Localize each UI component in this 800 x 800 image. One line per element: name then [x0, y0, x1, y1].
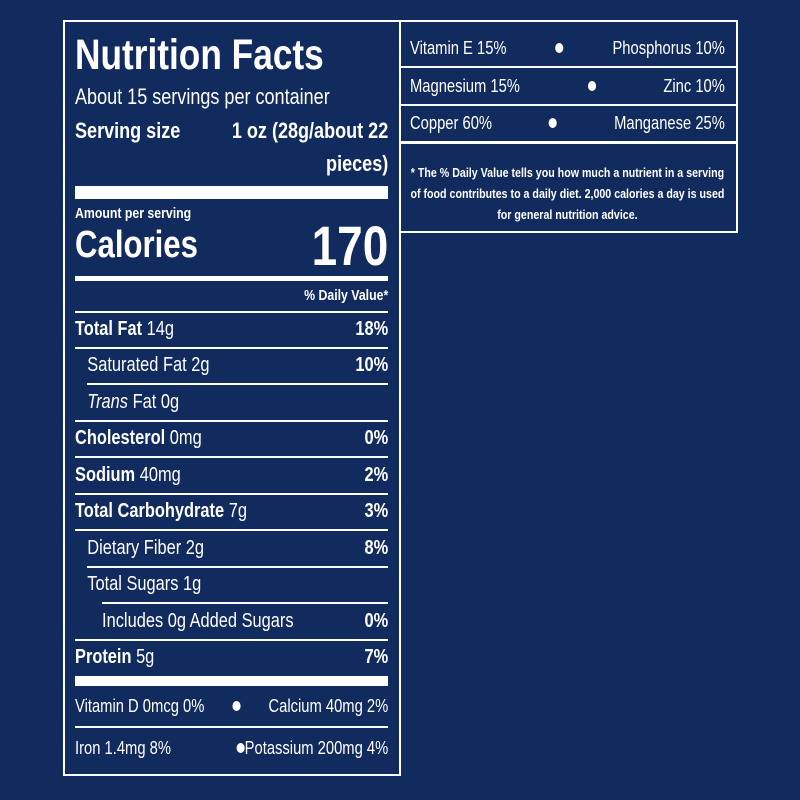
title: Nutrition Facts — [75, 31, 324, 79]
nutrient-row: Protein 5g 7% — [75, 644, 388, 670]
bullet — [548, 118, 558, 128]
vitamin-row: Magnesium 15% Zinc 10% — [410, 74, 725, 98]
nutrition-content: Nutrition Facts About 15 servings per co… — [75, 0, 388, 800]
nutrient-dv: 2% — [364, 464, 389, 486]
nutrient-row: Cholesterol 0mg 0% — [75, 425, 388, 451]
rule — [75, 529, 388, 531]
nutrient-amount: 2g — [185, 537, 204, 559]
rule — [75, 420, 388, 422]
nutrient-amount: 40mg — [139, 464, 181, 486]
nutrient-name: Protein — [75, 646, 132, 668]
bullet — [236, 743, 245, 753]
vitamin: Copper 60% — [410, 112, 493, 133]
nutrient-amount: 5g — [136, 646, 155, 668]
nutrient-dv: 10% — [355, 354, 389, 376]
amount-per-serving: Amount per serving — [75, 204, 192, 222]
serving-size-label: Serving size — [75, 118, 181, 143]
nutrient-dv: 3% — [364, 500, 389, 522]
calories-value: 170 — [311, 213, 389, 277]
rule — [102, 602, 388, 604]
calories-label: Calories — [75, 223, 198, 266]
nutrient-amount: 7g — [228, 500, 247, 522]
daily-value-header: % Daily Value* — [304, 286, 389, 304]
vitamin-row: Vitamin D 0mcg 0% Calcium 40mg 2% — [75, 694, 388, 718]
vitamin: Potassium 200mg 4% — [244, 737, 389, 758]
nutrient-row: Saturated Fat 2g 10% — [87, 352, 388, 378]
thick-rule — [75, 186, 388, 199]
calories-row: Calories 170 — [75, 213, 389, 277]
nutrient-amount: 1g — [183, 573, 202, 595]
rule — [401, 66, 736, 68]
rule — [75, 639, 388, 641]
nutrient-row: Dietary Fiber 2g 8% — [87, 535, 388, 561]
serving-size-value: 1 oz (28g/about 22 pieces) — [231, 118, 389, 176]
thick-rule — [75, 676, 388, 686]
nutrient-name: Sodium — [75, 464, 136, 486]
nutrient-amount: 14g — [146, 318, 175, 340]
vitamin: Vitamin D 0mcg 0% — [75, 695, 205, 716]
nutrient-name: Saturated Fat — [87, 354, 187, 376]
nutrient-name: Total Fat — [75, 318, 143, 340]
vitamin: Iron 1.4mg 8% — [75, 737, 171, 758]
rule — [75, 456, 388, 458]
nutrient-amount: Fat 0g — [132, 391, 180, 413]
bullet — [555, 43, 564, 53]
nutrition-panel — [63, 20, 401, 776]
medium-rule — [75, 276, 388, 281]
vitamin: Magnesium 15% — [410, 75, 520, 96]
vitamin-row: Vitamin E 15% Phosphorus 10% — [410, 36, 725, 60]
vitamin: Calcium 40mg 2% — [268, 695, 389, 716]
nutrient-name: Trans — [87, 391, 129, 413]
nutrient-name: Total Sugars — [87, 573, 179, 595]
nutrient-name: Dietary Fiber — [87, 537, 182, 559]
nutrient-dv: 0% — [364, 427, 389, 449]
rule — [87, 383, 388, 385]
servings: About 15 servings per container — [75, 84, 330, 109]
nutrient-name: Total Carbohydrate — [75, 500, 225, 522]
nutrient-dv: 7% — [364, 646, 389, 668]
nutrient-name: Includes 0g Added Sugars — [102, 610, 294, 632]
vitamin-panel — [399, 20, 738, 233]
rule — [401, 104, 736, 106]
nutrient-row: Total Sugars 1g — [87, 571, 388, 597]
rule — [87, 566, 388, 568]
nutrient-row: Includes 0g Added Sugars 0% — [102, 608, 388, 634]
vitamin-row: Iron 1.4mg 8% Potassium 200mg 4% — [75, 736, 388, 760]
nutrient-dv: 8% — [364, 537, 389, 559]
rule — [75, 347, 388, 349]
nutrient-row: Sodium 40mg 2% — [75, 462, 388, 488]
nutrient-name: Cholesterol — [75, 427, 166, 449]
nutrient-row: Total Fat 14g 18% — [75, 316, 388, 342]
nutrient-amount: 0mg — [169, 427, 202, 449]
vitamin-content: Vitamin E 15% Phosphorus 10% Magnesium 15… — [410, 0, 725, 240]
bullet — [232, 701, 241, 711]
nutrient-dv: 0% — [364, 610, 389, 632]
vitamin-row: Copper 60% Manganese 25% — [410, 111, 725, 135]
footnote: * The % Daily Value tells you how much a… — [410, 165, 725, 222]
rule — [75, 726, 388, 728]
bullet — [587, 81, 596, 91]
nutrient-row: Total Carbohydrate 7g 3% — [75, 498, 388, 524]
rule — [75, 311, 388, 313]
nutrient-row: Trans Fat 0g — [87, 389, 388, 415]
rule — [75, 493, 388, 495]
vitamin: Manganese 25% — [614, 112, 725, 133]
vitamin: Zinc 10% — [663, 75, 725, 96]
serving-size-row: Serving size 1 oz (28g/about 22 pieces) — [75, 114, 388, 180]
nutrient-amount: 2g — [191, 354, 210, 376]
rule — [401, 141, 736, 144]
vitamin: Vitamin E 15% — [410, 37, 507, 58]
vitamin: Phosphorus 10% — [612, 37, 725, 58]
nutrient-dv: 18% — [355, 318, 389, 340]
